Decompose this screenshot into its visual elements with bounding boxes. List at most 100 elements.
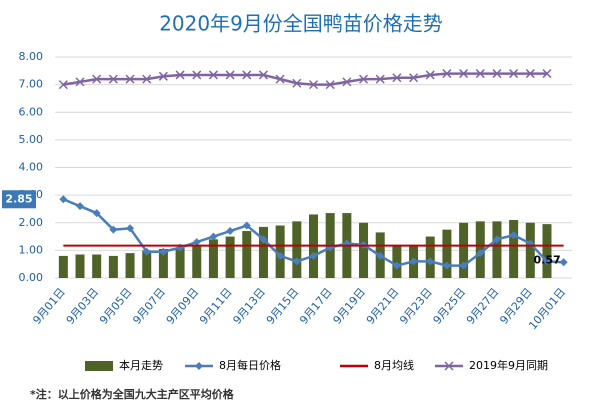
bar — [108, 255, 118, 278]
x-tick-label: 9月15日 — [264, 286, 302, 327]
marker — [225, 70, 235, 80]
marker — [292, 257, 301, 266]
data-label: 0.57 — [534, 253, 561, 266]
bar — [359, 222, 369, 278]
marker — [108, 74, 118, 84]
bar — [225, 236, 235, 278]
marker — [109, 225, 118, 234]
marker — [559, 258, 568, 267]
data-label-box — [2, 190, 36, 209]
marker — [492, 235, 501, 244]
marker — [75, 77, 85, 87]
legend-marker — [444, 361, 454, 371]
bar — [158, 248, 168, 278]
bar — [258, 226, 268, 278]
x-tick-label: 9月13日 — [230, 286, 268, 327]
x-tick-label: 9月25日 — [431, 286, 469, 327]
marker — [342, 77, 352, 87]
marker — [92, 209, 101, 218]
bar — [492, 221, 502, 278]
marker — [476, 249, 485, 258]
bar — [275, 225, 285, 278]
line — [63, 72, 547, 86]
marker — [58, 80, 68, 90]
marker — [392, 261, 401, 270]
data-label: 2.85 — [5, 192, 32, 205]
bar — [92, 254, 102, 278]
x-tick-label: 9月11日 — [197, 286, 235, 327]
legend-label: 本月走势 — [119, 358, 163, 372]
x-tick-label: 9月01日 — [30, 286, 68, 327]
chart-title: 2020年9月份全国鸭苗价格走势 — [159, 12, 443, 36]
marker — [375, 74, 385, 84]
y-tick-label: 2.00 — [19, 216, 44, 229]
bar — [525, 222, 535, 278]
y-tick-label: 8.00 — [19, 50, 44, 63]
bar — [442, 229, 452, 278]
legend-swatch — [85, 361, 113, 371]
marker — [542, 257, 551, 266]
marker — [258, 70, 268, 80]
marker — [426, 257, 435, 266]
marker — [509, 231, 518, 240]
marker — [292, 78, 302, 88]
marker — [125, 74, 135, 84]
x-tick-label: 9月09日 — [164, 286, 202, 327]
y-tick-label: 7.00 — [19, 78, 44, 91]
y-tick-label: 0.00 — [19, 271, 44, 284]
bar — [192, 244, 202, 278]
bar — [175, 247, 185, 278]
legend-label: 8月均线 — [374, 358, 414, 372]
marker — [142, 247, 151, 256]
marker — [475, 69, 485, 79]
x-tick-label: 9月17日 — [297, 286, 335, 327]
footnote: *注：以上价格为全国九大主产区平均价格 — [30, 387, 235, 401]
bar — [459, 222, 469, 278]
bar — [125, 253, 135, 278]
marker — [76, 202, 85, 211]
marker — [92, 74, 102, 84]
marker — [392, 73, 402, 83]
marker — [192, 70, 202, 80]
marker — [542, 69, 552, 79]
marker — [359, 74, 369, 84]
marker — [276, 251, 285, 260]
bar — [142, 250, 152, 278]
marker — [459, 261, 468, 270]
y-tick-label: 6.00 — [19, 105, 44, 118]
marker — [59, 195, 68, 204]
y-tick-label: 4.00 — [19, 161, 44, 174]
legend-label: 8月每日价格 — [219, 358, 281, 372]
marker — [376, 251, 385, 260]
bar — [292, 221, 302, 278]
marker — [208, 70, 218, 80]
y-tick-label: 5.00 — [19, 133, 44, 146]
y-tick-label: 1.00 — [19, 243, 44, 256]
bar — [208, 239, 218, 278]
marker — [308, 80, 319, 90]
marker — [126, 224, 135, 233]
bar — [242, 231, 252, 278]
legend-marker — [195, 362, 203, 370]
marker — [525, 69, 535, 79]
marker — [226, 227, 235, 236]
x-tick-label: 9月27日 — [464, 286, 502, 327]
bar — [542, 224, 552, 278]
marker — [492, 69, 502, 79]
marker — [509, 69, 519, 79]
marker — [309, 251, 318, 260]
x-tick-label: 9月07日 — [130, 286, 168, 327]
marker — [192, 238, 201, 247]
x-tick-label: 9月03日 — [64, 286, 102, 327]
marker — [142, 74, 152, 84]
bar — [58, 255, 68, 278]
marker — [242, 221, 251, 230]
legend-label: 2019年9月同期 — [469, 358, 548, 372]
x-tick-label: 9月21日 — [364, 286, 402, 327]
bar — [509, 219, 519, 278]
marker — [209, 232, 218, 241]
marker — [409, 73, 419, 83]
bar — [75, 254, 85, 278]
marker — [159, 247, 168, 256]
